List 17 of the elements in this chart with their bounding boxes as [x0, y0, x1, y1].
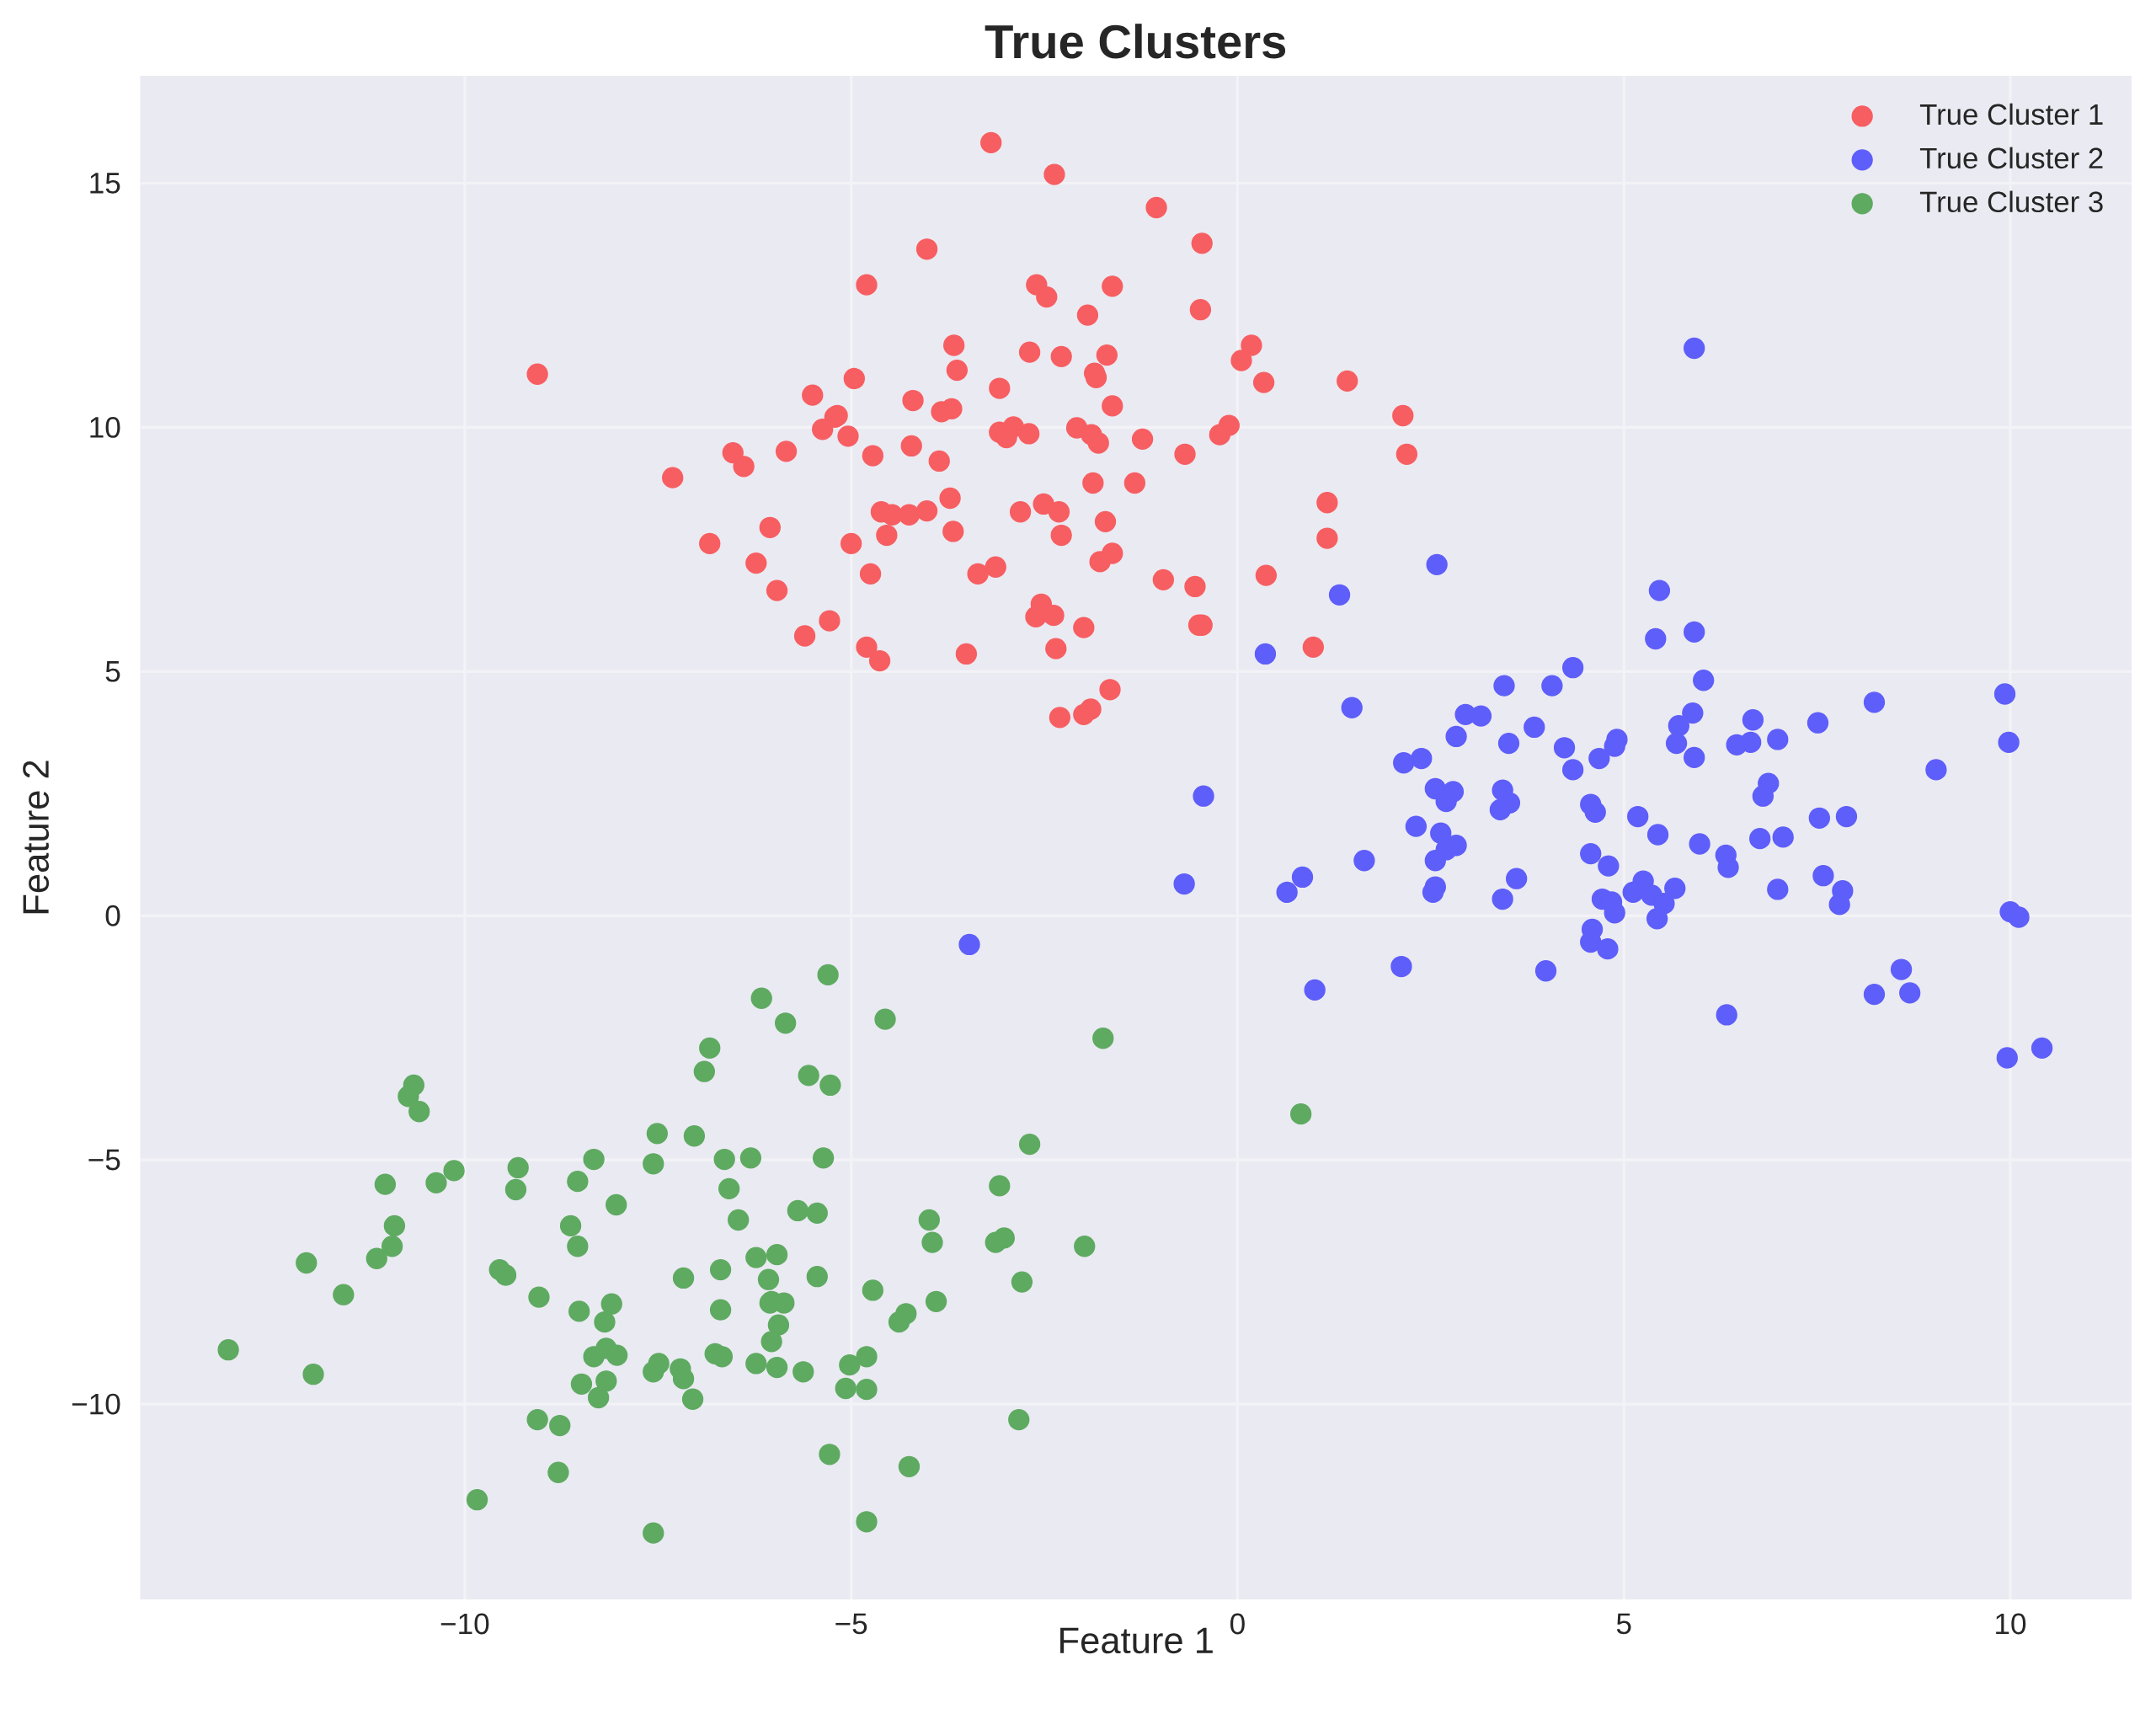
y-tick-label: −5: [88, 1149, 120, 1171]
x-axis-title: Feature 1: [1060, 1627, 1213, 1654]
x-tick-label: 10: [1996, 1613, 2026, 1635]
y-tick-label: 15: [90, 173, 120, 194]
legend-label: True Cluster 2: [1919, 147, 2103, 169]
y-tick-label: −10: [72, 1393, 120, 1415]
y-tick-label: 10: [90, 417, 120, 438]
chart-title: True Clusters: [985, 24, 1286, 59]
x-tick-label: 5: [1616, 1613, 1631, 1635]
y-tick-label: 5: [105, 661, 120, 682]
y-axis-title: Feature 2: [23, 761, 50, 914]
legend-label: True Cluster 1: [1919, 103, 2103, 125]
x-tick-label: −10: [440, 1613, 489, 1635]
legend-label: True Cluster 3: [1919, 190, 2103, 213]
x-tick-label: 0: [1230, 1613, 1245, 1635]
y-tick-label: 0: [105, 905, 120, 926]
x-tick-label: −5: [835, 1613, 867, 1635]
